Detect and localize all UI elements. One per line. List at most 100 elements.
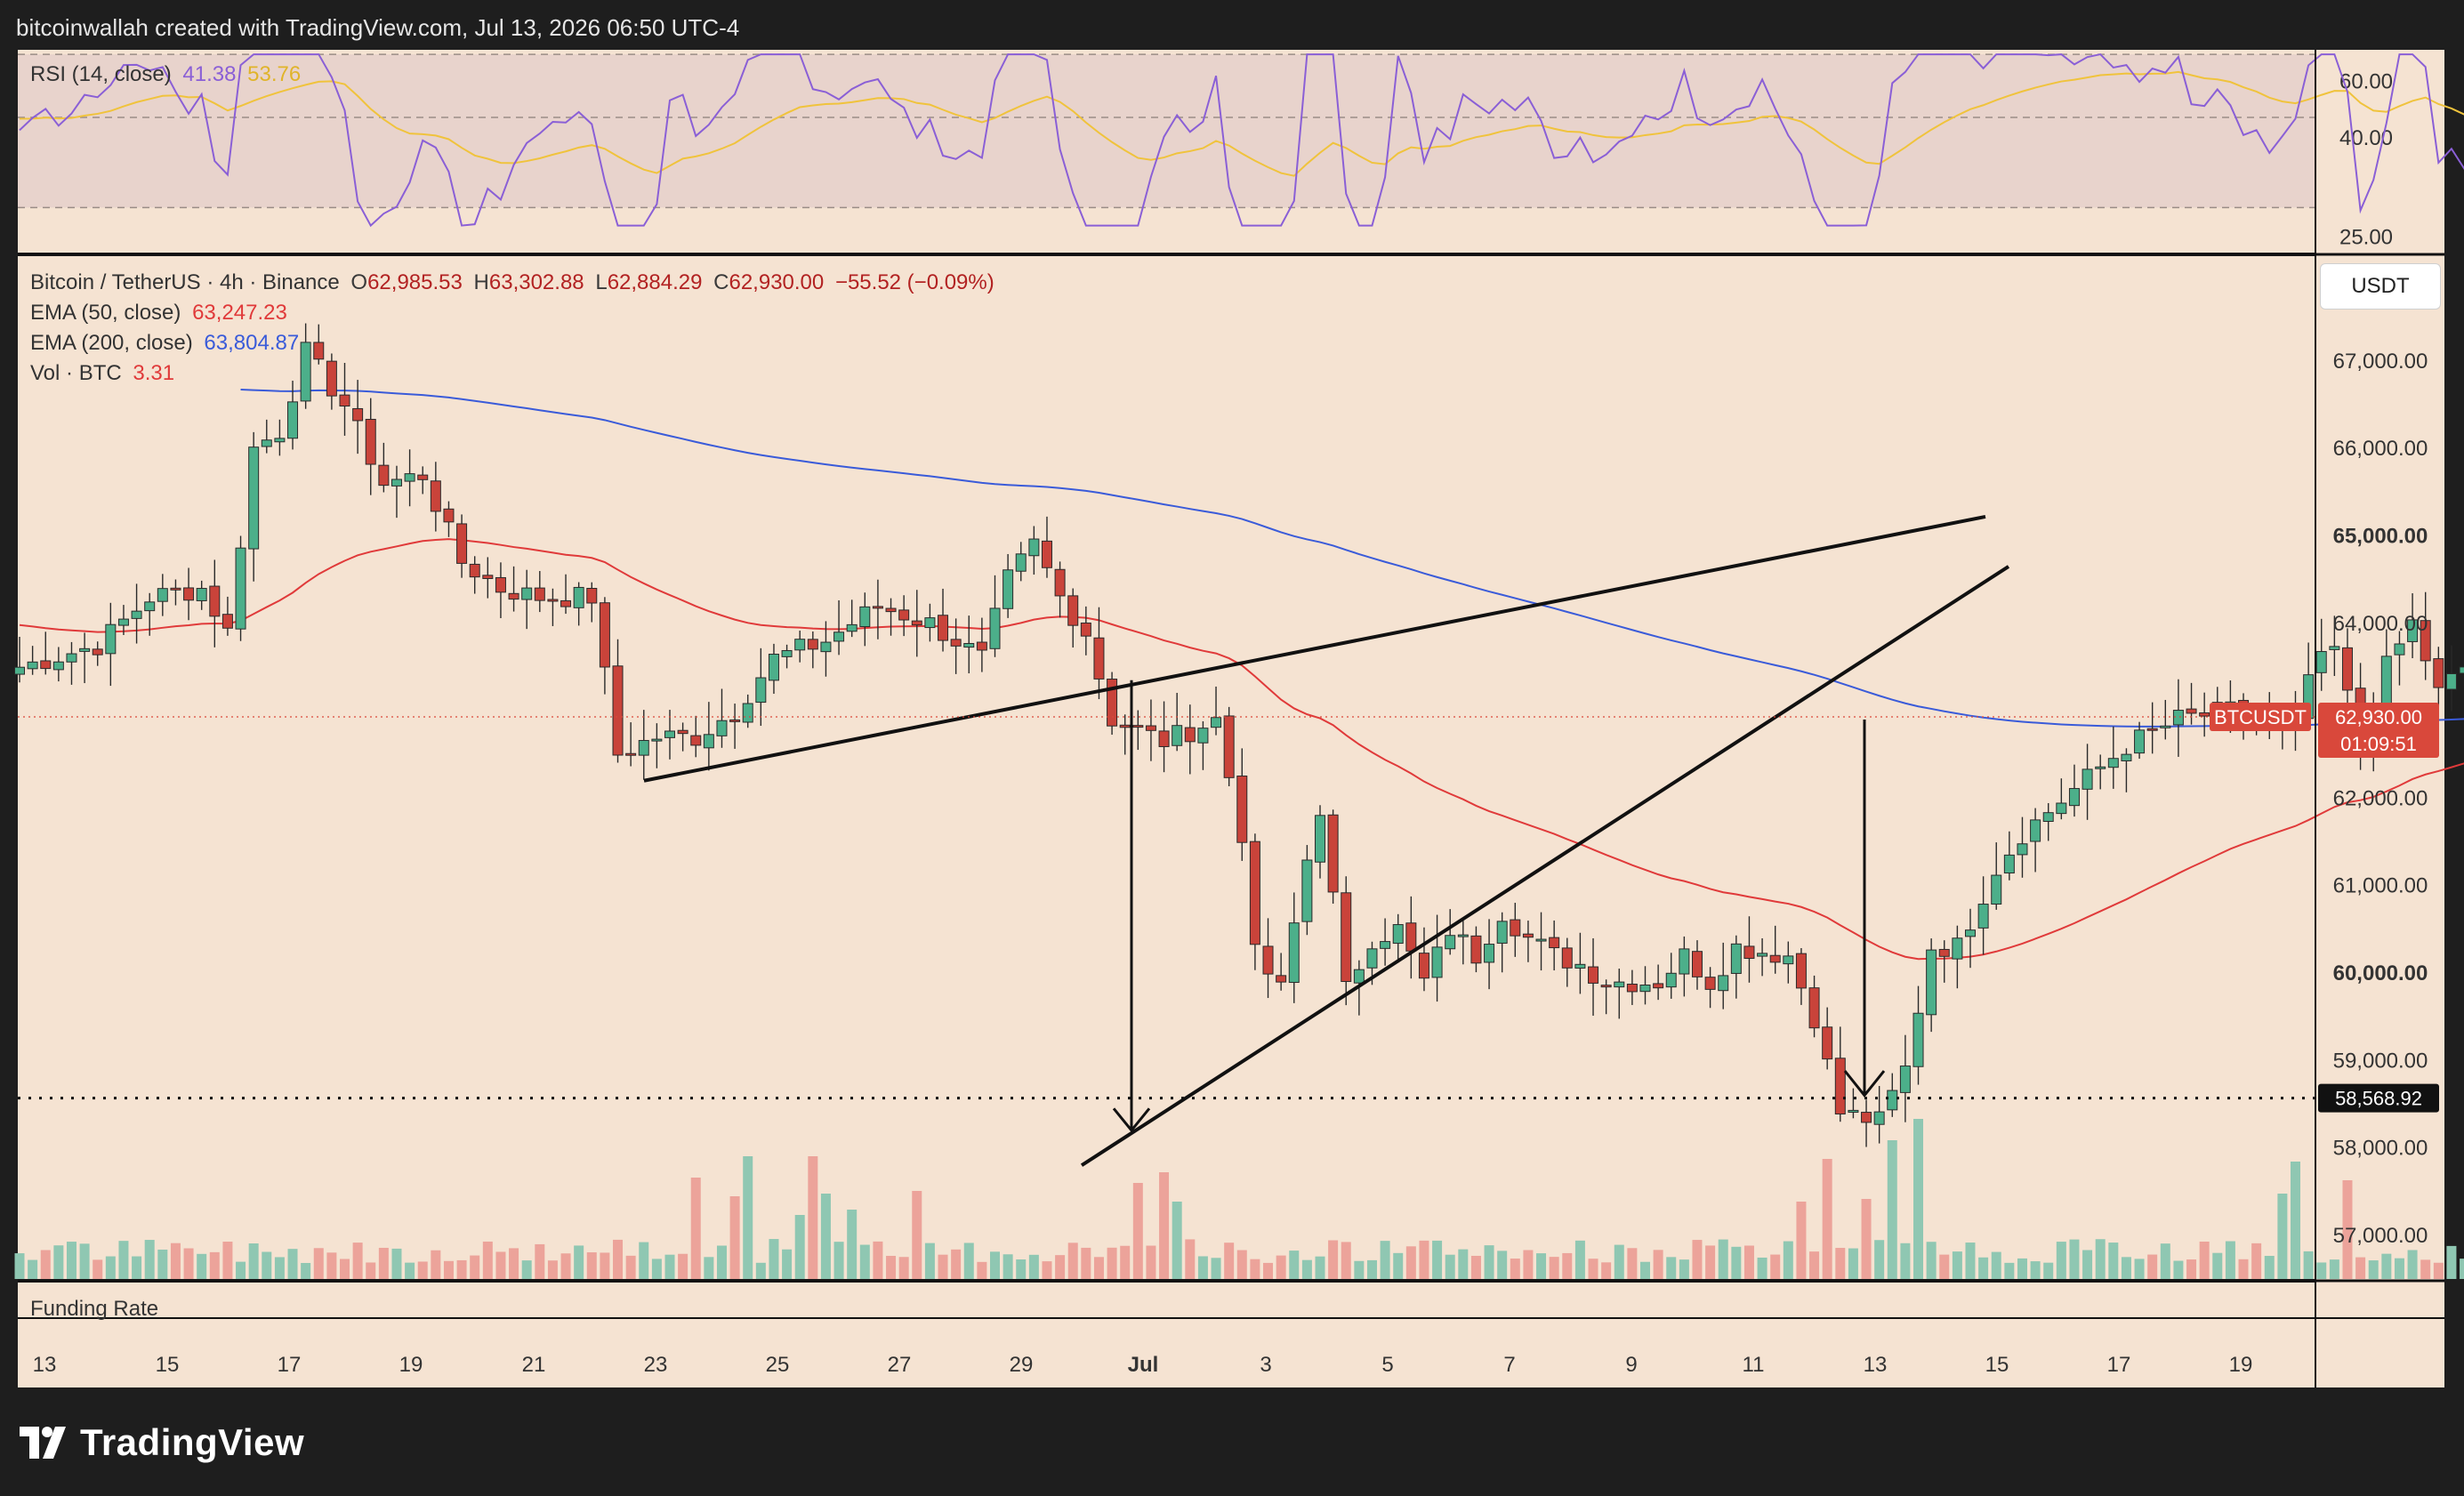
volume-bar xyxy=(808,1156,818,1279)
volume-bar xyxy=(1211,1258,1221,1279)
volume-bar xyxy=(586,1252,597,1279)
candle-body xyxy=(2341,647,2353,691)
candle-body xyxy=(521,587,533,600)
candle-body xyxy=(92,648,103,656)
candle-body xyxy=(1704,977,1716,990)
candle-body xyxy=(2407,619,2419,642)
candle-body xyxy=(1341,892,1352,983)
volume-bar xyxy=(1848,1248,1858,1279)
volume-bar xyxy=(2225,1241,2235,1279)
candle-body xyxy=(768,654,779,681)
volume-bar xyxy=(40,1250,51,1279)
volume-bar xyxy=(1067,1243,1078,1279)
time-tick-label: 13 xyxy=(1864,1353,1888,1377)
volume-bar xyxy=(1315,1256,1325,1279)
candle-body xyxy=(755,677,767,704)
volume-bar xyxy=(859,1244,870,1279)
candle-body xyxy=(534,587,545,601)
currency-button[interactable]: USDT xyxy=(2320,263,2441,310)
candle-body xyxy=(911,620,922,626)
candle-body xyxy=(248,446,260,550)
volume-bar xyxy=(495,1251,506,1279)
candle-body xyxy=(27,661,38,670)
volume-bar xyxy=(535,1243,545,1279)
symbol-title[interactable]: Bitcoin / TetherUS · 4h · Binance xyxy=(30,270,340,294)
tradingview-logo: TradingView xyxy=(20,1418,304,1468)
candle-body xyxy=(703,734,714,749)
candle-body xyxy=(599,602,610,668)
volume-bar xyxy=(1640,1261,1650,1279)
candle-body xyxy=(859,606,871,628)
height-arrow-head xyxy=(1112,1107,1151,1133)
candle-body xyxy=(274,438,286,443)
volume-value: 3.31 xyxy=(133,361,175,385)
volume-bar xyxy=(2004,1262,2015,1279)
candle-body xyxy=(469,563,480,578)
volume-bar xyxy=(833,1242,844,1279)
candle-body xyxy=(1484,944,1495,963)
candle-body xyxy=(1418,953,1429,979)
volume-bar xyxy=(912,1191,922,1279)
volume-bar xyxy=(1301,1259,1312,1279)
volume-bar xyxy=(1354,1260,1365,1279)
ema200-legend[interactable]: EMA (200, close) 63,804.87 xyxy=(30,331,304,356)
time-tick-label: Jul xyxy=(1128,1353,1159,1377)
candle-body xyxy=(807,639,818,650)
candle-body xyxy=(482,575,494,579)
volume-bar xyxy=(1042,1261,1052,1279)
volume-bar xyxy=(613,1239,624,1279)
ema50-legend[interactable]: EMA (50, close) 63,247.23 xyxy=(30,301,293,326)
target-badge xyxy=(2318,1083,2439,1113)
candle-body xyxy=(1926,949,1937,1016)
candle-body xyxy=(2433,658,2444,688)
volume-bar xyxy=(2173,1260,2184,1279)
volume-bar xyxy=(1016,1259,1027,1279)
volume-bar xyxy=(2147,1254,2158,1279)
candle-body xyxy=(1639,985,1651,993)
volume-bar xyxy=(157,1249,168,1279)
volume-bar xyxy=(313,1248,324,1279)
candle-body xyxy=(378,464,390,487)
candle-body xyxy=(1145,725,1156,731)
volume-bar xyxy=(1470,1255,1481,1279)
volume-bar xyxy=(625,1255,636,1279)
candle-body xyxy=(1757,953,1768,957)
volume-bar xyxy=(886,1256,897,1279)
candle-body xyxy=(1600,985,1612,988)
volume-bar xyxy=(1250,1259,1260,1279)
ema50-line xyxy=(19,538,2464,961)
volume-bar xyxy=(248,1243,259,1279)
candle-body xyxy=(2042,812,2054,823)
candle-body xyxy=(66,653,77,663)
close-value: 62,930.00 xyxy=(729,270,825,294)
ema200-label: EMA (200, close) xyxy=(30,331,193,355)
volume-bar xyxy=(340,1259,350,1279)
candle-body xyxy=(794,639,806,651)
volume-legend[interactable]: Vol · BTC 3.31 xyxy=(30,361,180,386)
volume-bar xyxy=(1159,1172,1170,1279)
candle-body xyxy=(924,617,936,629)
candle-body xyxy=(1276,975,1287,983)
volume-bar xyxy=(1562,1252,1573,1279)
volume-bar xyxy=(378,1247,389,1279)
candle-body xyxy=(1496,921,1508,944)
candle-body xyxy=(1574,963,1586,969)
ema200-value: 63,804.87 xyxy=(204,331,300,355)
candle-body xyxy=(898,609,910,621)
candle-body xyxy=(729,719,741,722)
volume-bar xyxy=(1380,1241,1390,1279)
candle-body xyxy=(417,474,429,480)
candle-body xyxy=(1184,727,1196,743)
candle-body xyxy=(1938,948,1950,957)
volume-bar xyxy=(990,1251,1000,1279)
ema50-label: EMA (50, close) xyxy=(30,301,181,325)
candle-body xyxy=(638,740,649,756)
candle-body xyxy=(2003,854,2015,874)
candle-body xyxy=(1392,924,1404,945)
candle-body xyxy=(1380,941,1391,949)
volume-bar xyxy=(53,1245,64,1279)
volume-bar xyxy=(1510,1259,1520,1279)
candle-body xyxy=(157,588,168,602)
volume-bar xyxy=(1185,1239,1196,1279)
